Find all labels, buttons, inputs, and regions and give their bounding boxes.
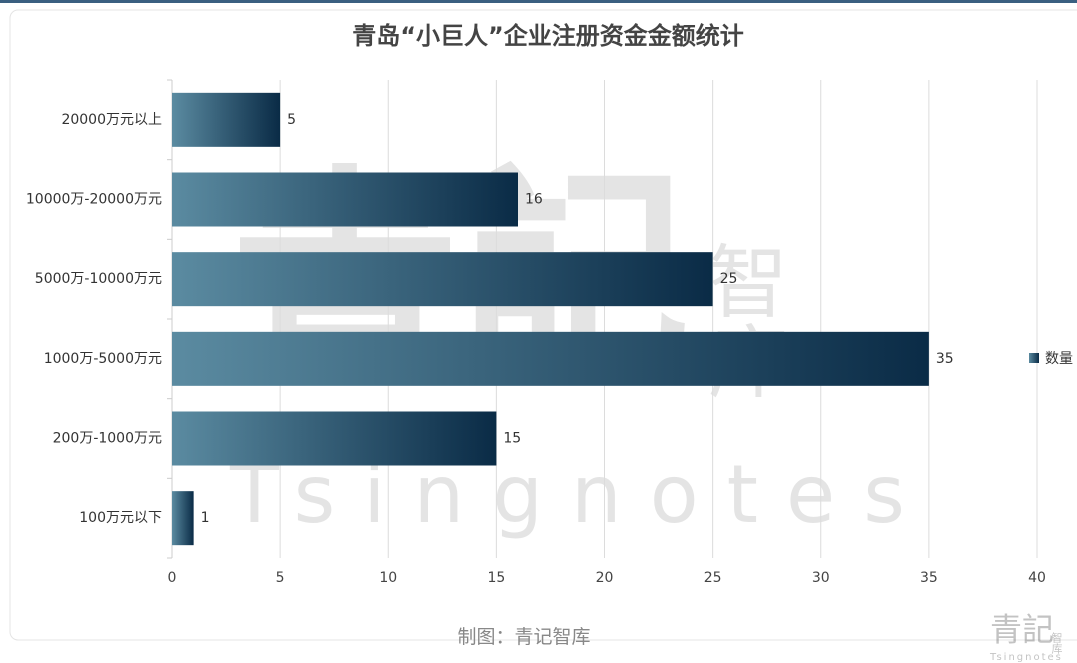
value-label: 5 — [287, 112, 296, 128]
value-label: 35 — [936, 351, 954, 367]
legend-label: 数量 — [1045, 351, 1073, 367]
y-tick-label: 10000万-20000万元 — [26, 192, 162, 208]
legend-swatch — [1029, 353, 1039, 363]
logo: 青記 智库 Tsingnotes — [989, 611, 1063, 663]
bar — [172, 491, 194, 546]
logo-latin: Tsingnotes — [989, 652, 1063, 663]
x-tick-label: 30 — [812, 570, 830, 586]
bar — [172, 411, 497, 466]
bar — [172, 331, 929, 386]
top-border — [0, 0, 1077, 3]
x-tick-label: 15 — [487, 570, 505, 586]
x-tick-label: 20 — [596, 570, 614, 586]
value-label: 16 — [525, 192, 543, 208]
bar — [172, 172, 518, 227]
bar — [172, 252, 713, 307]
x-tick-label: 5 — [276, 570, 285, 586]
card — [9, 9, 1077, 641]
x-tick-label: 25 — [704, 570, 722, 586]
value-label: 1 — [201, 510, 210, 526]
y-tick-label: 200万-1000万元 — [53, 431, 162, 447]
value-label: 15 — [503, 431, 521, 447]
x-tick-label: 0 — [168, 570, 177, 586]
logo-side: 智库 — [1050, 631, 1063, 655]
bar — [172, 92, 281, 147]
y-tick-label: 1000万-5000万元 — [44, 351, 162, 367]
x-tick-label: 40 — [1028, 570, 1046, 586]
footer: 制图：青记智库 — [457, 626, 590, 648]
x-tick-label: 35 — [920, 570, 938, 586]
y-tick-label: 100万元以下 — [79, 510, 162, 526]
y-tick-label: 5000万-10000万元 — [35, 271, 162, 287]
x-tick-label: 10 — [379, 570, 397, 586]
chart-title: 青岛“小巨人”企业注册资金金额统计 — [352, 22, 744, 50]
y-tick-label: 20000万元以上 — [61, 112, 162, 128]
value-label: 25 — [720, 271, 738, 287]
logo-main: 青記 — [990, 611, 1054, 649]
